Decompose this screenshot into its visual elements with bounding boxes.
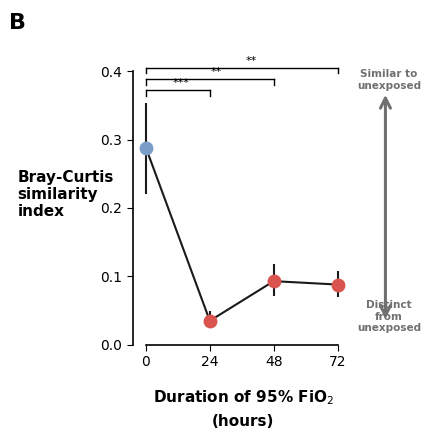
Text: **: ** xyxy=(210,67,222,77)
Text: Bray-Curtis
similarity
index: Bray-Curtis similarity index xyxy=(18,170,114,219)
Text: Distinct
from
unexposed: Distinct from unexposed xyxy=(357,300,421,333)
Text: **: ** xyxy=(246,56,257,66)
Text: (hours): (hours) xyxy=(212,414,274,429)
Text: Similar to
unexposed: Similar to unexposed xyxy=(357,69,421,91)
Text: B: B xyxy=(9,13,26,33)
Text: Duration of 95% FiO$_2$: Duration of 95% FiO$_2$ xyxy=(152,388,334,407)
Text: ***: *** xyxy=(173,78,190,88)
